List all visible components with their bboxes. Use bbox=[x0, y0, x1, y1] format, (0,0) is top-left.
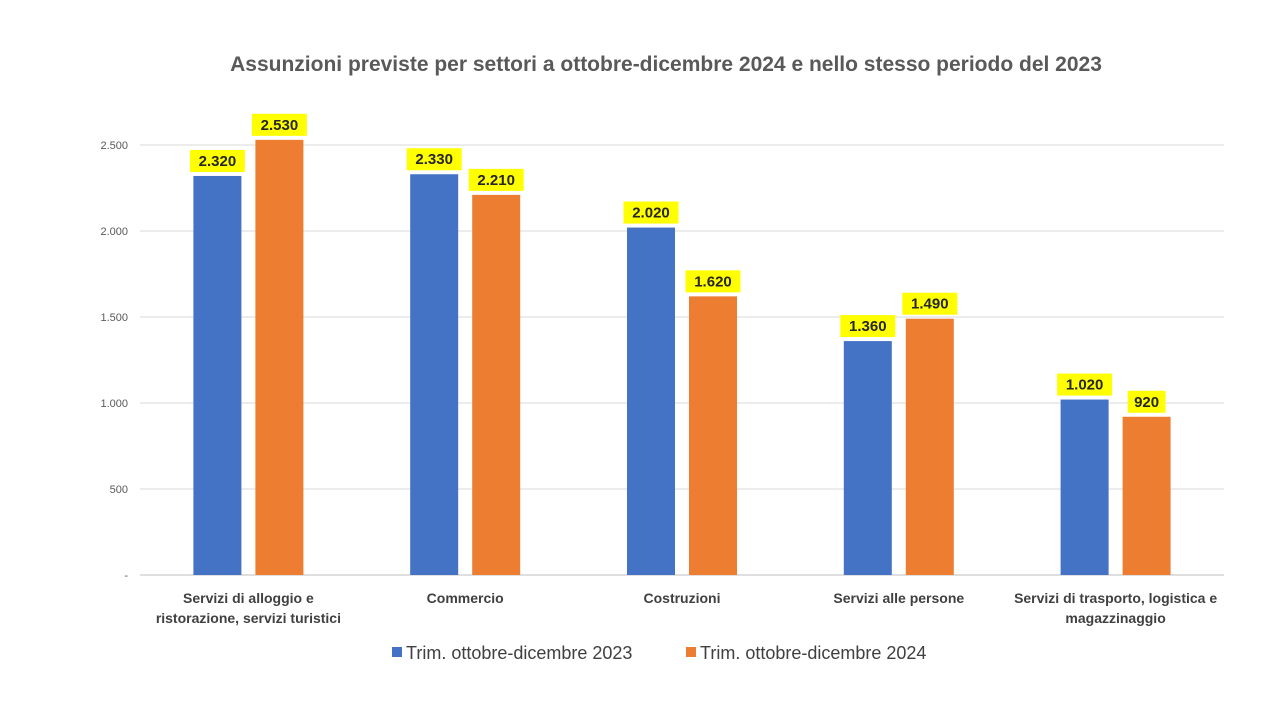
x-axis: Servizi di alloggio e ristorazione, servi… bbox=[156, 590, 1218, 626]
data-label: 1.020 bbox=[1066, 377, 1104, 394]
legend-swatch-2023 bbox=[392, 647, 402, 657]
data-label: 2.530 bbox=[261, 117, 299, 134]
bar-2023 bbox=[1060, 399, 1109, 575]
category-label: Servizi alle persone bbox=[833, 590, 964, 606]
bar-2023 bbox=[410, 174, 459, 576]
legend-label-2023: Trim. ottobre-dicembre 2023 bbox=[406, 643, 632, 663]
category-label: magazzinaggio bbox=[1065, 610, 1165, 626]
y-tick-label: 1.500 bbox=[100, 312, 128, 324]
data-label-highlight bbox=[406, 148, 462, 171]
category-label: Servizi di alloggio e bbox=[183, 590, 314, 606]
bar-2024 bbox=[255, 139, 304, 575]
data-label-highlight bbox=[189, 149, 245, 172]
legend-label-2024: Trim. ottobre-dicembre 2024 bbox=[700, 643, 926, 663]
data-label: 1.620 bbox=[694, 273, 732, 290]
data-label: 2.020 bbox=[632, 205, 670, 222]
y-tick-label: 2.000 bbox=[100, 226, 128, 238]
data-label-highlight bbox=[840, 315, 896, 338]
data-label-highlight bbox=[685, 270, 741, 293]
data-label-highlight bbox=[1127, 390, 1166, 413]
category-label: ristorazione, servizi turistici bbox=[156, 610, 341, 626]
data-label: 1.360 bbox=[849, 318, 887, 335]
chart-title: Assunzioni previste per settori a ottobr… bbox=[230, 53, 1102, 76]
data-label-highlight bbox=[251, 113, 307, 136]
bar-2023 bbox=[193, 175, 242, 575]
legend: Trim. ottobre-dicembre 2023 Trim. ottobre… bbox=[392, 643, 926, 663]
y-tick-label: 2.500 bbox=[100, 140, 128, 152]
bar-2023 bbox=[843, 341, 892, 575]
data-labels: 2.320 2.530 2.330 2.210 2.020 1.620 1.360 1.490… bbox=[189, 113, 1166, 413]
data-label: 920 bbox=[1134, 394, 1159, 411]
bar-2024 bbox=[689, 296, 737, 575]
y-tick-label: 1.000 bbox=[100, 398, 128, 410]
data-label: 2.330 bbox=[415, 151, 453, 168]
category-label: Costruzioni bbox=[644, 590, 721, 606]
legend-swatch-2024 bbox=[686, 647, 696, 657]
data-label: 1.490 bbox=[911, 296, 949, 313]
bar-2024 bbox=[472, 194, 521, 575]
bar-2024 bbox=[1122, 416, 1171, 575]
bar-2023 bbox=[627, 227, 675, 575]
bar-2024 bbox=[905, 318, 954, 575]
data-label: 2.210 bbox=[477, 172, 515, 189]
data-label-highlight bbox=[468, 168, 524, 191]
data-label-highlight bbox=[902, 292, 958, 315]
y-tick-label: - bbox=[124, 570, 128, 582]
category-label: Servizi di trasporto, logistica e bbox=[1014, 590, 1217, 606]
y-axis: - 500 1.000 1.500 2.000 2.500 bbox=[100, 140, 128, 582]
data-label: 2.320 bbox=[199, 153, 237, 170]
gridlines bbox=[140, 144, 1224, 576]
data-label-highlight bbox=[1057, 373, 1113, 396]
bars bbox=[193, 139, 1171, 576]
y-tick-label: 500 bbox=[110, 484, 128, 496]
data-label-highlight bbox=[623, 201, 679, 224]
category-label: Commercio bbox=[427, 590, 504, 606]
